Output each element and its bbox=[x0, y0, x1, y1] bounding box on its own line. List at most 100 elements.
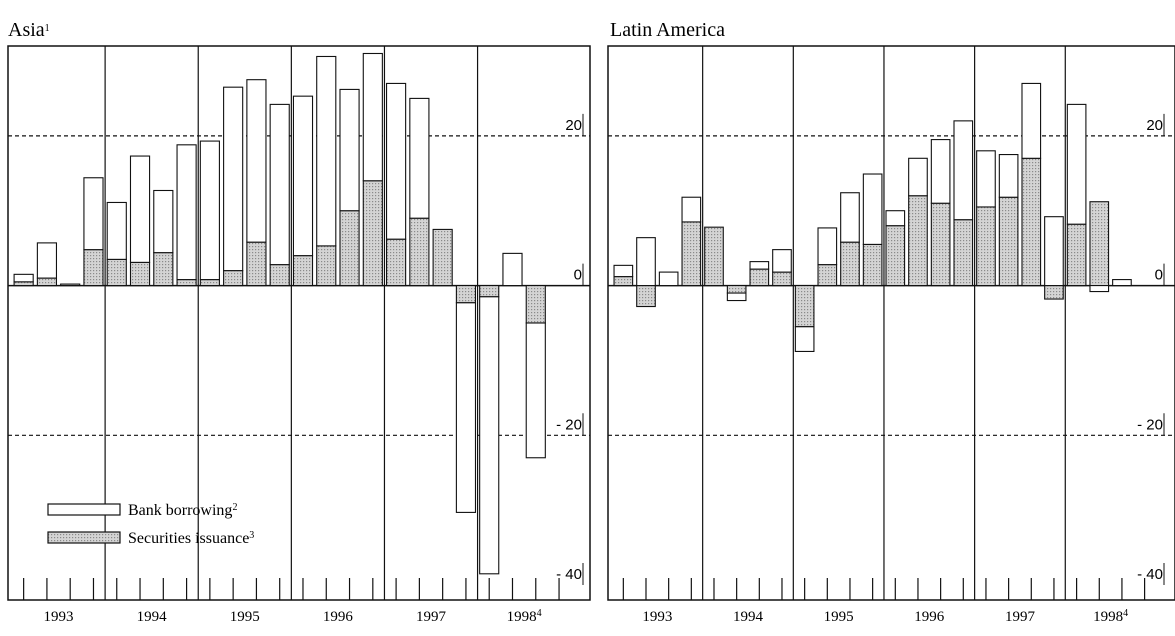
bar-securities bbox=[1021, 157, 1042, 287]
year-label: 1995 bbox=[230, 609, 260, 625]
legend-swatch-securities bbox=[47, 531, 121, 544]
bar-bank bbox=[386, 82, 407, 240]
bar-bank bbox=[83, 177, 104, 251]
bar-securities bbox=[386, 238, 407, 287]
bar-bank bbox=[13, 273, 34, 283]
bar-securities bbox=[636, 285, 656, 308]
y-tick-label: - 40 bbox=[556, 566, 582, 583]
bar-securities bbox=[455, 285, 477, 304]
bar-bank bbox=[749, 261, 770, 270]
bar-bank bbox=[153, 189, 174, 254]
bar-securities bbox=[998, 196, 1019, 287]
year-label: 1997 bbox=[416, 609, 447, 625]
bar-securities bbox=[862, 243, 883, 287]
y-tick-label: 0 bbox=[1155, 267, 1163, 284]
legend-label-bank: Bank borrowing2 bbox=[128, 502, 237, 520]
bar-securities bbox=[339, 210, 360, 287]
bar-bank bbox=[223, 86, 244, 272]
legend-footnote-bank: 2 bbox=[232, 502, 237, 513]
bar-securities bbox=[13, 281, 34, 287]
year-label: 1996 bbox=[914, 609, 945, 625]
bar-securities bbox=[525, 285, 546, 324]
bar-bank bbox=[199, 140, 220, 281]
bar-securities bbox=[106, 258, 127, 287]
year-label: 19984 bbox=[1093, 608, 1128, 626]
y-tick-label: - 40 bbox=[1137, 566, 1163, 583]
bar-bank bbox=[726, 292, 747, 302]
bar-securities bbox=[772, 271, 792, 287]
y-tick-label: 20 bbox=[1146, 117, 1163, 134]
year-label: 1993 bbox=[642, 609, 672, 625]
bar-bank bbox=[292, 95, 314, 257]
bar-securities bbox=[817, 264, 838, 287]
bar-bank bbox=[976, 150, 996, 208]
legend-label-securities: Securities issuance3 bbox=[128, 530, 254, 548]
year-label: 1996 bbox=[323, 609, 354, 625]
bar-bank bbox=[362, 52, 383, 182]
bar-securities bbox=[316, 245, 337, 287]
bar-securities bbox=[726, 285, 747, 294]
bar-securities bbox=[953, 219, 974, 287]
bar-securities bbox=[153, 252, 174, 287]
bar-bank bbox=[998, 154, 1019, 198]
bar-securities bbox=[292, 255, 314, 287]
bar-securities bbox=[199, 279, 220, 287]
year-label: 1993 bbox=[44, 609, 74, 625]
chart-title: Latin America bbox=[610, 19, 725, 41]
bar-securities bbox=[1089, 201, 1110, 287]
year-label: 1994 bbox=[137, 609, 168, 625]
bar-securities bbox=[930, 202, 951, 287]
bar-bank bbox=[840, 192, 860, 243]
bar-bank bbox=[1044, 216, 1064, 287]
bar-bank bbox=[885, 210, 906, 227]
year-label: 19984 bbox=[507, 608, 542, 626]
y-tick-label: - 20 bbox=[556, 416, 582, 433]
year-label: 1994 bbox=[733, 609, 764, 625]
bar-securities bbox=[409, 217, 430, 287]
bar-securities bbox=[223, 270, 244, 287]
bar-bank bbox=[1112, 279, 1132, 287]
bar-bank bbox=[246, 79, 267, 243]
bar-securities bbox=[840, 241, 860, 287]
bar-securities bbox=[1066, 223, 1087, 287]
bar-bank bbox=[269, 103, 290, 266]
y-tick-label: 0 bbox=[574, 267, 582, 284]
chart-title-footnote: 1 bbox=[45, 23, 50, 34]
year-label-footnote: 4 bbox=[1123, 608, 1128, 619]
bar-bank bbox=[339, 88, 360, 212]
panel-asia: Asia1 1993 1994 1995 1996 1997 19984 20 0 - 20 - 4… bbox=[7, 19, 591, 626]
legend: Bank borrowing2 Securities issuance3 bbox=[47, 502, 254, 548]
bar-bank bbox=[502, 252, 523, 287]
bar-securities bbox=[794, 285, 815, 328]
y-tick-label: 20 bbox=[565, 117, 582, 134]
bar-securities bbox=[1044, 285, 1064, 300]
bar-securities bbox=[749, 268, 770, 287]
bar-securities bbox=[704, 226, 724, 287]
bar-securities bbox=[613, 276, 634, 287]
bar-bank bbox=[953, 120, 974, 221]
bar-bank bbox=[817, 227, 838, 266]
bar-securities bbox=[479, 285, 500, 298]
bar-bank bbox=[36, 242, 58, 279]
chart-title: Asia1 bbox=[8, 19, 50, 41]
bar-bank bbox=[1089, 285, 1110, 293]
legend-swatch-bank bbox=[47, 503, 121, 516]
bar-securities bbox=[36, 277, 58, 287]
year-label: 1997 bbox=[1005, 609, 1036, 625]
plot-frame bbox=[607, 45, 1175, 601]
year-label: 1995 bbox=[824, 609, 854, 625]
panel-latin-america: Latin America 1993 1994 1995 1996 1997 19984 20… bbox=[607, 19, 1175, 626]
bar-securities bbox=[129, 261, 151, 287]
plot-frame bbox=[7, 45, 591, 601]
bar-bank bbox=[794, 326, 815, 352]
bar-securities bbox=[681, 221, 702, 287]
bar-bank bbox=[106, 201, 127, 260]
bar-bank bbox=[908, 157, 928, 197]
bar-bank bbox=[176, 144, 197, 281]
bar-bank bbox=[930, 139, 951, 204]
legend-footnote-securities: 3 bbox=[249, 530, 254, 541]
bar-securities bbox=[176, 279, 197, 287]
bar-bank bbox=[479, 296, 500, 575]
bar-securities bbox=[362, 180, 383, 287]
